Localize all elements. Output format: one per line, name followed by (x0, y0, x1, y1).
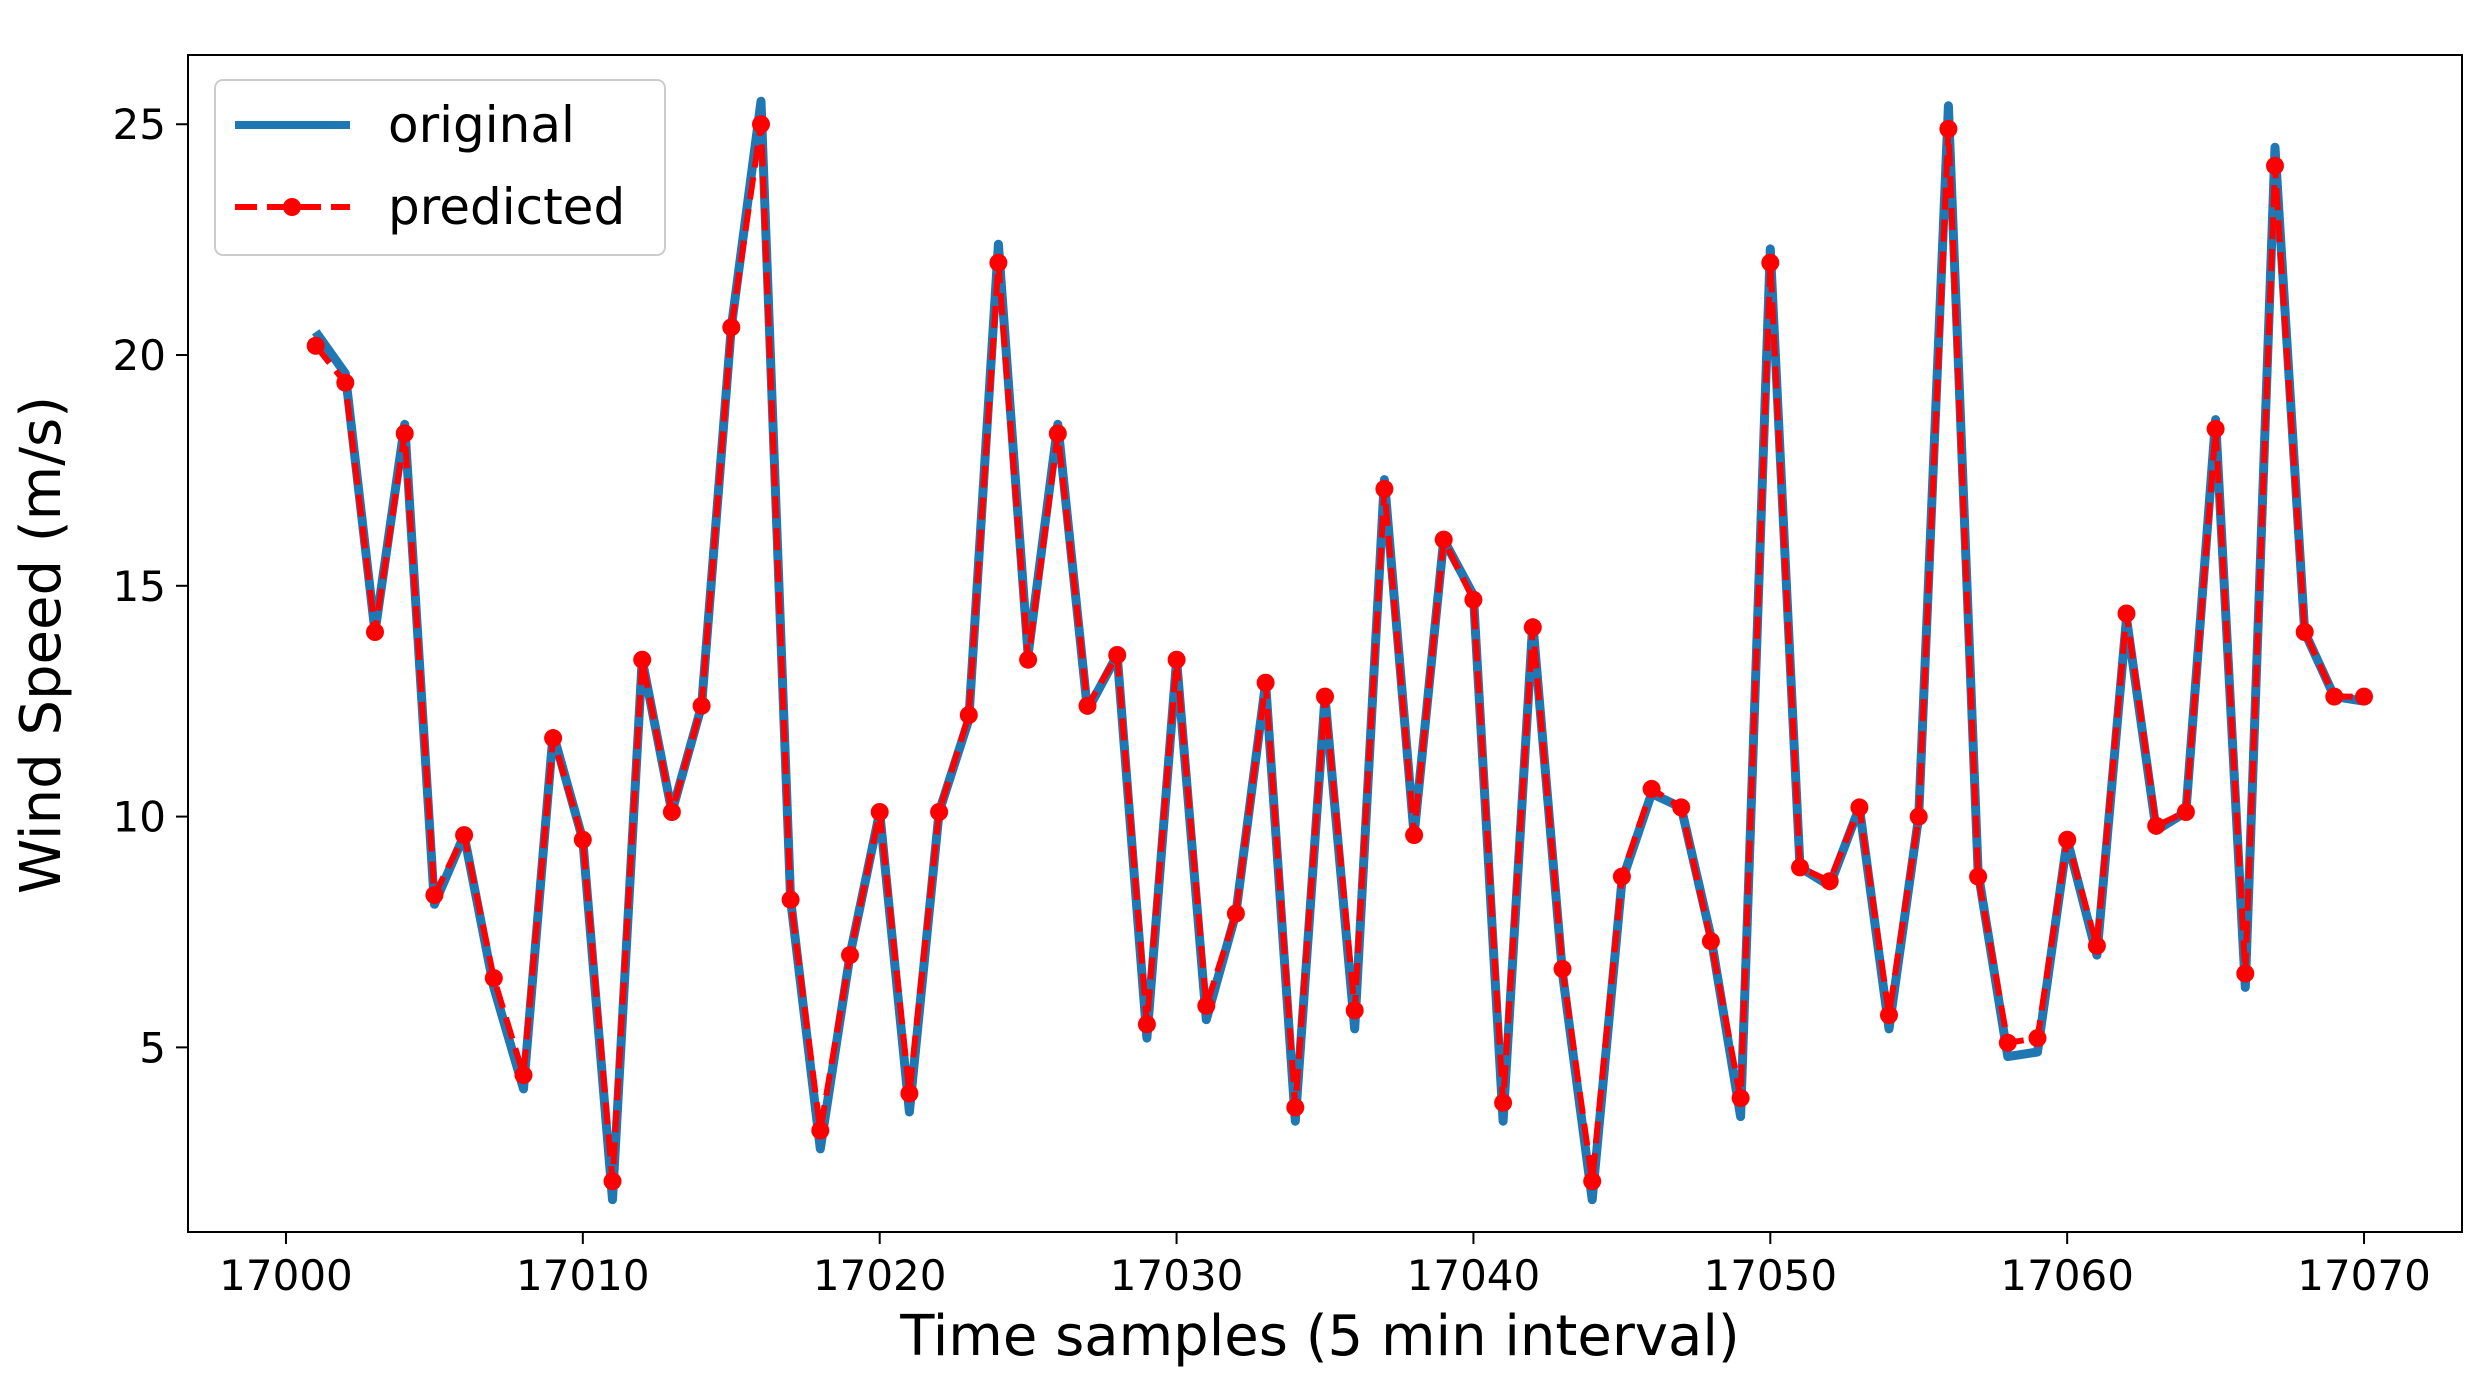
data-point-predicted-17058 (1998, 1033, 2017, 1052)
data-point-predicted-17037 (1375, 479, 1394, 498)
data-point-predicted-17033 (1256, 673, 1275, 692)
data-point-predicted-17009 (544, 729, 563, 748)
series-line-predicted (313, 121, 2364, 1185)
data-point-predicted-17035 (1316, 687, 1334, 706)
x-tick-label-17030: 17030 (1110, 1251, 1244, 1300)
x-tick-label-17050: 17050 (1703, 1251, 1837, 1300)
data-point-predicted-17057 (1969, 867, 1988, 886)
x-axis-ticks: 17000 17010 17020 17030 17040 17050 17060 17070 (219, 1232, 2431, 1300)
data-point-predicted-17010 (573, 830, 592, 849)
data-point-predicted-17039 (1434, 530, 1453, 549)
data-point-predicted-17007 (484, 969, 503, 988)
data-point-predicted-17044 (1583, 1172, 1602, 1191)
data-point-predicted-17026 (1048, 424, 1067, 443)
data-point-predicted-17020 (870, 803, 889, 821)
x-tick-label-17070: 17070 (2297, 1251, 2431, 1300)
x-tick-label-17040: 17040 (1407, 1251, 1541, 1300)
y-tick-label-15: 15 (113, 562, 166, 611)
data-point-predicted-17028 (1108, 646, 1127, 664)
data-point-predicted-17046 (1642, 779, 1661, 798)
data-point-predicted-17002 (336, 373, 355, 392)
plot-area (187, 54, 2463, 1233)
data-point-predicted-17060 (2058, 830, 2077, 849)
data-point-predicted-17065 (2206, 419, 2225, 438)
data-point-predicted-17050 (1761, 253, 1780, 272)
data-point-predicted-17017 (781, 890, 800, 909)
data-point-predicted-17016 (752, 115, 770, 134)
data-point-predicted-17029 (1137, 1015, 1156, 1034)
legend-label-predicted: predicted (388, 178, 625, 236)
data-point-predicted-17024 (989, 253, 1008, 272)
y-axis-ticks: 5 10 15 20 25 (113, 100, 188, 1072)
data-point-predicted-17018 (811, 1121, 830, 1140)
data-point-predicted-17054 (1880, 1006, 1898, 1025)
data-point-predicted-17068 (2295, 623, 2314, 641)
data-point-predicted-17051 (1791, 858, 1809, 877)
data-point-predicted-17053 (1850, 798, 1869, 817)
data-point-predicted-17027 (1078, 696, 1097, 715)
data-point-predicted-17012 (633, 650, 652, 669)
data-point-predicted-17052 (1820, 872, 1839, 891)
data-point-predicted-17040 (1464, 590, 1483, 609)
y-axis-label: Wind Speed (m/s) (9, 396, 74, 894)
data-point-predicted-17004 (395, 424, 414, 443)
data-point-predicted-17022 (930, 803, 949, 821)
data-point-predicted-17043 (1553, 959, 1572, 978)
data-point-predicted-17015 (722, 318, 741, 337)
data-point-predicted-17070 (2355, 687, 2373, 706)
data-point-predicted-17042 (1523, 618, 1542, 637)
data-point-predicted-17059 (2028, 1029, 2047, 1048)
y-tick-label-5: 5 (139, 1023, 166, 1072)
data-point-predicted-17061 (2087, 936, 2106, 955)
data-point-predicted-17034 (1286, 1098, 1305, 1117)
plot-frame (187, 54, 2463, 1233)
data-point-predicted-17047 (1672, 798, 1691, 817)
data-point-predicted-17063 (2147, 816, 2166, 835)
data-point-predicted-17049 (1731, 1089, 1750, 1108)
legend-label-original: original (388, 96, 575, 154)
y-tick-label-20: 20 (113, 331, 166, 380)
data-point-predicted-17041 (1494, 1093, 1513, 1112)
data-point-predicted-17045 (1612, 867, 1631, 886)
data-point-predicted-17031 (1197, 996, 1216, 1015)
legend: original predicted (214, 79, 666, 256)
x-tick-label-17020: 17020 (813, 1251, 947, 1300)
data-point-predicted-17032 (1226, 904, 1245, 923)
data-point-predicted-17021 (900, 1084, 919, 1103)
x-tick-label-17010: 17010 (516, 1251, 650, 1300)
data-point-predicted-17036 (1345, 1001, 1364, 1020)
data-point-predicted-17003 (366, 623, 384, 641)
data-point-predicted-17019 (841, 946, 859, 965)
data-point-predicted-17013 (662, 803, 681, 821)
y-tick-label-25: 25 (113, 100, 166, 149)
data-point-predicted-17064 (2176, 803, 2195, 821)
data-point-predicted-17066 (2236, 964, 2255, 983)
data-point-predicted-17056 (1939, 119, 1958, 138)
data-point-predicted-17067 (2266, 156, 2284, 175)
data-point-predicted-17001 (306, 336, 325, 355)
y-tick-label-10: 10 (113, 793, 166, 842)
data-point-predicted-17006 (455, 826, 474, 845)
data-point-predicted-17008 (514, 1066, 533, 1085)
data-point-predicted-17038 (1405, 826, 1424, 845)
data-point-predicted-17048 (1701, 932, 1720, 951)
legend-marker-predicted (283, 198, 301, 216)
data-point-predicted-17030 (1167, 650, 1186, 669)
data-point-predicted-17011 (603, 1172, 622, 1191)
x-tick-label-17000: 17000 (219, 1251, 353, 1300)
data-point-predicted-17005 (425, 886, 444, 905)
data-point-predicted-17069 (2325, 687, 2344, 706)
data-point-predicted-17062 (2117, 604, 2136, 623)
data-point-predicted-17025 (1019, 650, 1038, 669)
x-axis-label: Time samples (5 min interval) (899, 1304, 1739, 1369)
data-point-predicted-17014 (692, 696, 711, 715)
data-point-predicted-17055 (1909, 807, 1928, 826)
x-tick-label-17060: 17060 (2000, 1251, 2134, 1300)
data-point-predicted-17023 (959, 706, 978, 724)
